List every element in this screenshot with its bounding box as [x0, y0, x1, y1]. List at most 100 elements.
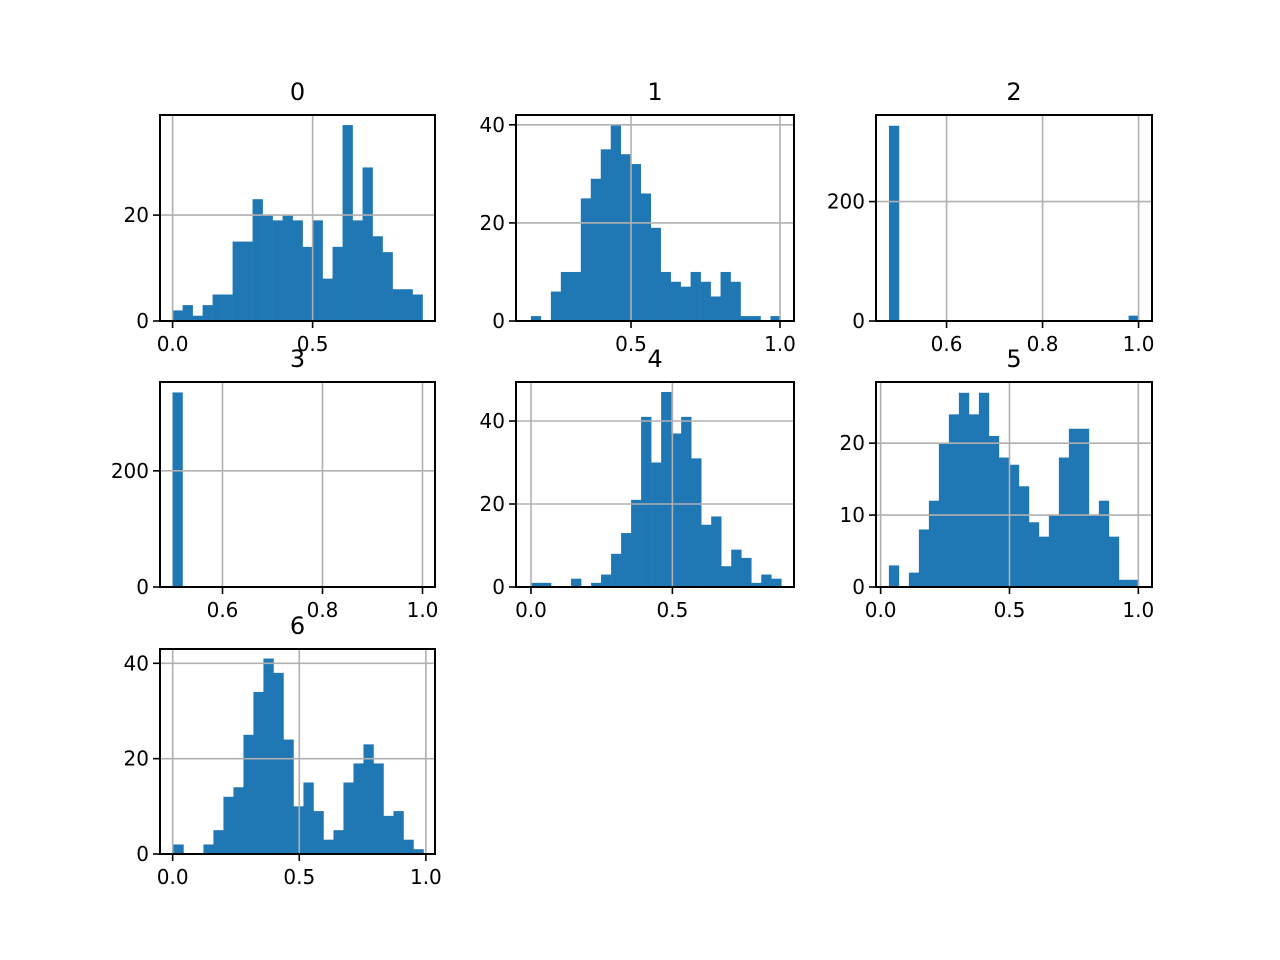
histogram-bar — [731, 549, 742, 587]
y-tick-label: 0 — [492, 575, 505, 599]
histogram-bar — [222, 294, 233, 321]
histogram-bar — [998, 457, 1010, 587]
histogram-bar — [750, 316, 761, 321]
histogram-bar — [182, 305, 193, 321]
histogram-bars — [173, 658, 424, 854]
histogram-bar — [213, 830, 224, 854]
histogram-bar — [1128, 315, 1139, 321]
histogram-bars — [172, 125, 423, 321]
histogram-bar — [641, 416, 652, 587]
histogram-bar — [680, 286, 691, 321]
histogram-bar — [243, 734, 254, 854]
histogram-bar — [710, 296, 721, 321]
histogram-bar — [590, 178, 602, 321]
histogram-bar — [928, 500, 940, 587]
y-tick-label: 20 — [124, 203, 149, 227]
subplot-1: 0.5 1.0 0 20 40 1 — [480, 78, 796, 356]
subplot-3: 0.6 0.8 1.0 0 200 3 — [111, 345, 439, 622]
histogram-bar — [550, 291, 562, 321]
histogram-bar — [1118, 579, 1130, 587]
histogram-bar — [373, 763, 384, 854]
histogram-bar — [1068, 428, 1080, 587]
histogram-bar — [671, 433, 682, 587]
histogram-bar — [172, 392, 183, 587]
histogram-bar — [262, 215, 273, 321]
axes-frame — [515, 114, 795, 322]
histogram-bar — [403, 839, 414, 854]
histogram-bar — [570, 271, 582, 321]
y-tick-label: 0 — [852, 575, 865, 599]
histogram-bar — [253, 691, 264, 854]
histogram-bar — [203, 844, 214, 854]
histogram-bar — [591, 582, 602, 587]
x-tick-label: 0.5 — [656, 598, 688, 622]
histogram-bar — [741, 557, 752, 587]
x-tick-label: 1.0 — [410, 865, 442, 889]
histogram-bar — [272, 220, 283, 321]
subplot-2: 0.6 0.8 1.0 0 200 2 — [827, 78, 1155, 356]
histogram-bar — [541, 582, 552, 587]
y-tick-label: 0 — [136, 842, 149, 866]
subplot-title: 1 — [647, 78, 662, 106]
histogram-bar — [382, 252, 393, 321]
histogram-bars — [530, 391, 782, 587]
histogram-bar — [958, 392, 970, 587]
histogram-bar — [968, 414, 980, 587]
histogram-bar — [242, 241, 253, 321]
histogram-bar — [302, 246, 313, 321]
histogram-bar — [771, 578, 782, 587]
histogram-bar — [232, 241, 243, 321]
y-tick-label: 0 — [136, 309, 149, 333]
subplot-title: 4 — [647, 345, 662, 373]
histogram-bar — [402, 289, 413, 321]
x-tick-label: 1.0 — [764, 332, 796, 356]
subplot-0: 0.0 0.5 0 20 0 — [124, 78, 436, 356]
histogram-bar — [273, 672, 284, 854]
x-tick-label: 0.8 — [307, 598, 339, 622]
y-tick-label: 40 — [124, 651, 149, 675]
histogram-bar — [412, 294, 423, 321]
axes-frame — [159, 648, 436, 855]
histogram-bar — [691, 458, 702, 587]
histogram-bar — [751, 582, 762, 587]
histogram-bar — [223, 796, 234, 854]
histogram-bar — [601, 574, 612, 587]
y-tick-label: 200 — [827, 190, 865, 214]
histogram-bar — [670, 281, 681, 321]
histogram-bar — [681, 416, 692, 587]
histogram-bar — [600, 149, 612, 321]
histogram-bar — [313, 811, 324, 854]
axes-frame — [515, 381, 795, 588]
y-tick-label: 0 — [852, 309, 865, 333]
x-tick-label: 1.0 — [1122, 598, 1154, 622]
histogram-bar — [621, 533, 632, 587]
histogram-bar — [212, 294, 223, 321]
histogram-bar — [690, 271, 701, 321]
histogram-bar — [620, 154, 632, 321]
histogram-bar — [353, 763, 364, 854]
histogram-bar — [740, 316, 751, 321]
histogram-bar — [700, 281, 711, 321]
histogram-bar — [372, 236, 383, 321]
histogram-bar — [761, 574, 772, 587]
y-tick-label: 200 — [111, 459, 149, 483]
histogram-bar — [192, 315, 203, 321]
histogram-bar — [770, 316, 781, 321]
histogram-bar — [1038, 536, 1050, 587]
histogram-bar — [1128, 579, 1140, 587]
histogram-bar — [530, 316, 542, 321]
subplot-title: 0 — [290, 78, 305, 106]
histogram-bar — [650, 227, 661, 321]
histogram-bar — [661, 391, 672, 587]
histogram-bar — [1018, 486, 1030, 587]
axes-frame — [159, 381, 436, 588]
histogram-bar — [393, 811, 404, 854]
y-tick-label: 20 — [480, 211, 505, 235]
histogram-bar — [342, 125, 353, 321]
histogram-bar — [1098, 500, 1110, 587]
y-tick-label: 20 — [124, 747, 149, 771]
subplot-4: 0.0 0.5 0 20 40 4 — [480, 345, 795, 622]
histogram-bar — [651, 462, 662, 587]
